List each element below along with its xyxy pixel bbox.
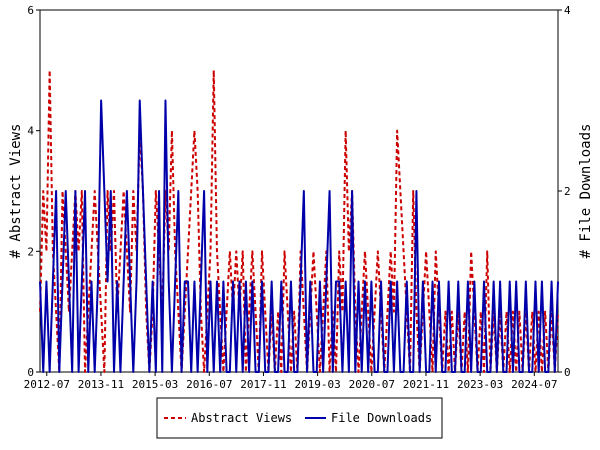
x-tick-label: 2015-03 [132, 378, 178, 391]
series-line-file-downloads [39, 99, 559, 373]
x-tick-label: 2013-11 [78, 378, 124, 391]
y-left-tick-label: 6 [27, 4, 34, 17]
x-tick-label: 2021-11 [403, 378, 449, 391]
y-axis-left-title: # Abstract Views [8, 124, 24, 259]
y-left-tick-label: 2 [27, 245, 34, 258]
x-tick-label: 2017-11 [240, 378, 286, 391]
y-left-tick-label: 0 [27, 366, 34, 379]
x-tick-label: 2012-07 [24, 378, 70, 391]
y-axis-right-title: # File Downloads [578, 124, 594, 259]
x-tick-label: 2023-03 [457, 378, 503, 391]
legend: Abstract Views File Downloads [156, 397, 443, 439]
y-left-tick-label: 4 [27, 125, 34, 138]
x-tick-label: 2019-03 [294, 378, 340, 391]
x-tick-label: 2016-07 [186, 378, 232, 391]
x-tick-label: 2024-07 [511, 378, 557, 391]
y-right-tick-label: 4 [564, 4, 571, 17]
y-right-tick-label: 2 [564, 185, 571, 198]
legend-downloads-label: File Downloads [331, 411, 432, 425]
y-right-tick-label: 0 [564, 366, 571, 379]
legend-views-label: Abstract Views [191, 411, 292, 425]
series-line-abstract-views [39, 69, 559, 373]
legend-box [156, 397, 443, 439]
x-tick-label: 2020-07 [349, 378, 395, 391]
